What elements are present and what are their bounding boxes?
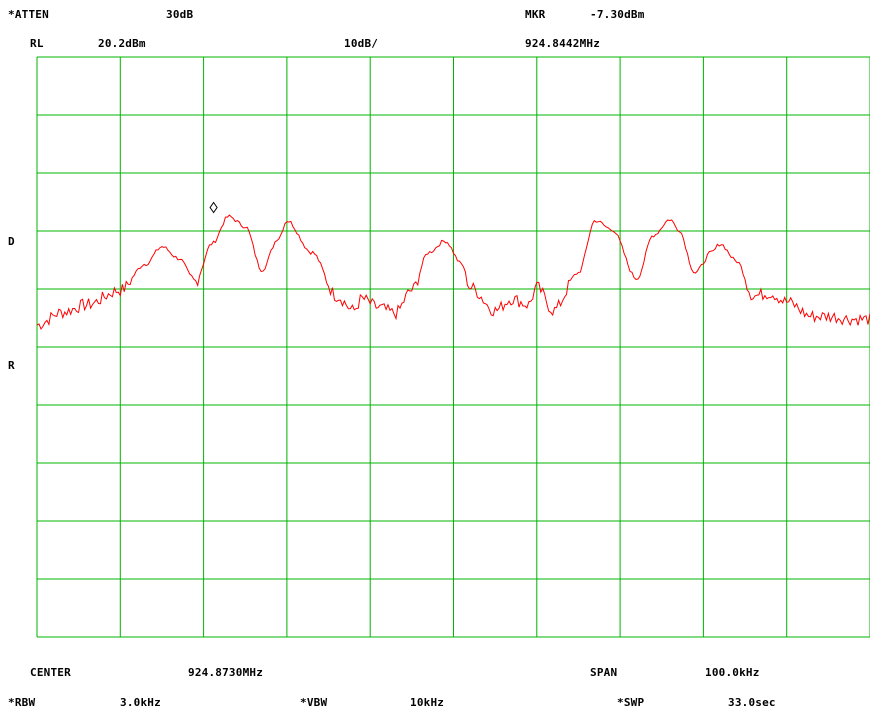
side-label-r: R <box>8 359 15 372</box>
spectrum-trace <box>36 214 870 331</box>
rbw-label: *RBW <box>8 696 36 709</box>
marker-diamond <box>209 201 218 214</box>
span-value: 100.0kHz <box>705 666 760 679</box>
rbw-value: 3.0kHz <box>120 696 161 709</box>
atten-value: 30dB <box>166 8 194 21</box>
atten-label: *ATTEN <box>8 8 49 21</box>
center-label: CENTER <box>30 666 71 679</box>
center-frequency: 924.8730MHz <box>188 666 264 679</box>
mkr-value: -7.30dBm <box>590 8 645 21</box>
mkr-label: MKR <box>525 8 546 21</box>
vbw-value: 10kHz <box>410 696 445 709</box>
marker-diamond-icon <box>209 201 218 214</box>
sweep-value: 33.0sec <box>728 696 776 709</box>
graticule <box>36 56 870 638</box>
marker-frequency: 924.8442MHz <box>525 37 601 50</box>
sweep-label: *SWP <box>617 696 645 709</box>
vbw-label: *VBW <box>300 696 328 709</box>
span-label: SPAN <box>590 666 618 679</box>
rl-value: 20.2dBm <box>98 37 146 50</box>
side-label-d: D <box>8 235 15 248</box>
scale-per-div: 10dB/ <box>344 37 379 50</box>
rl-label: RL <box>30 37 44 50</box>
